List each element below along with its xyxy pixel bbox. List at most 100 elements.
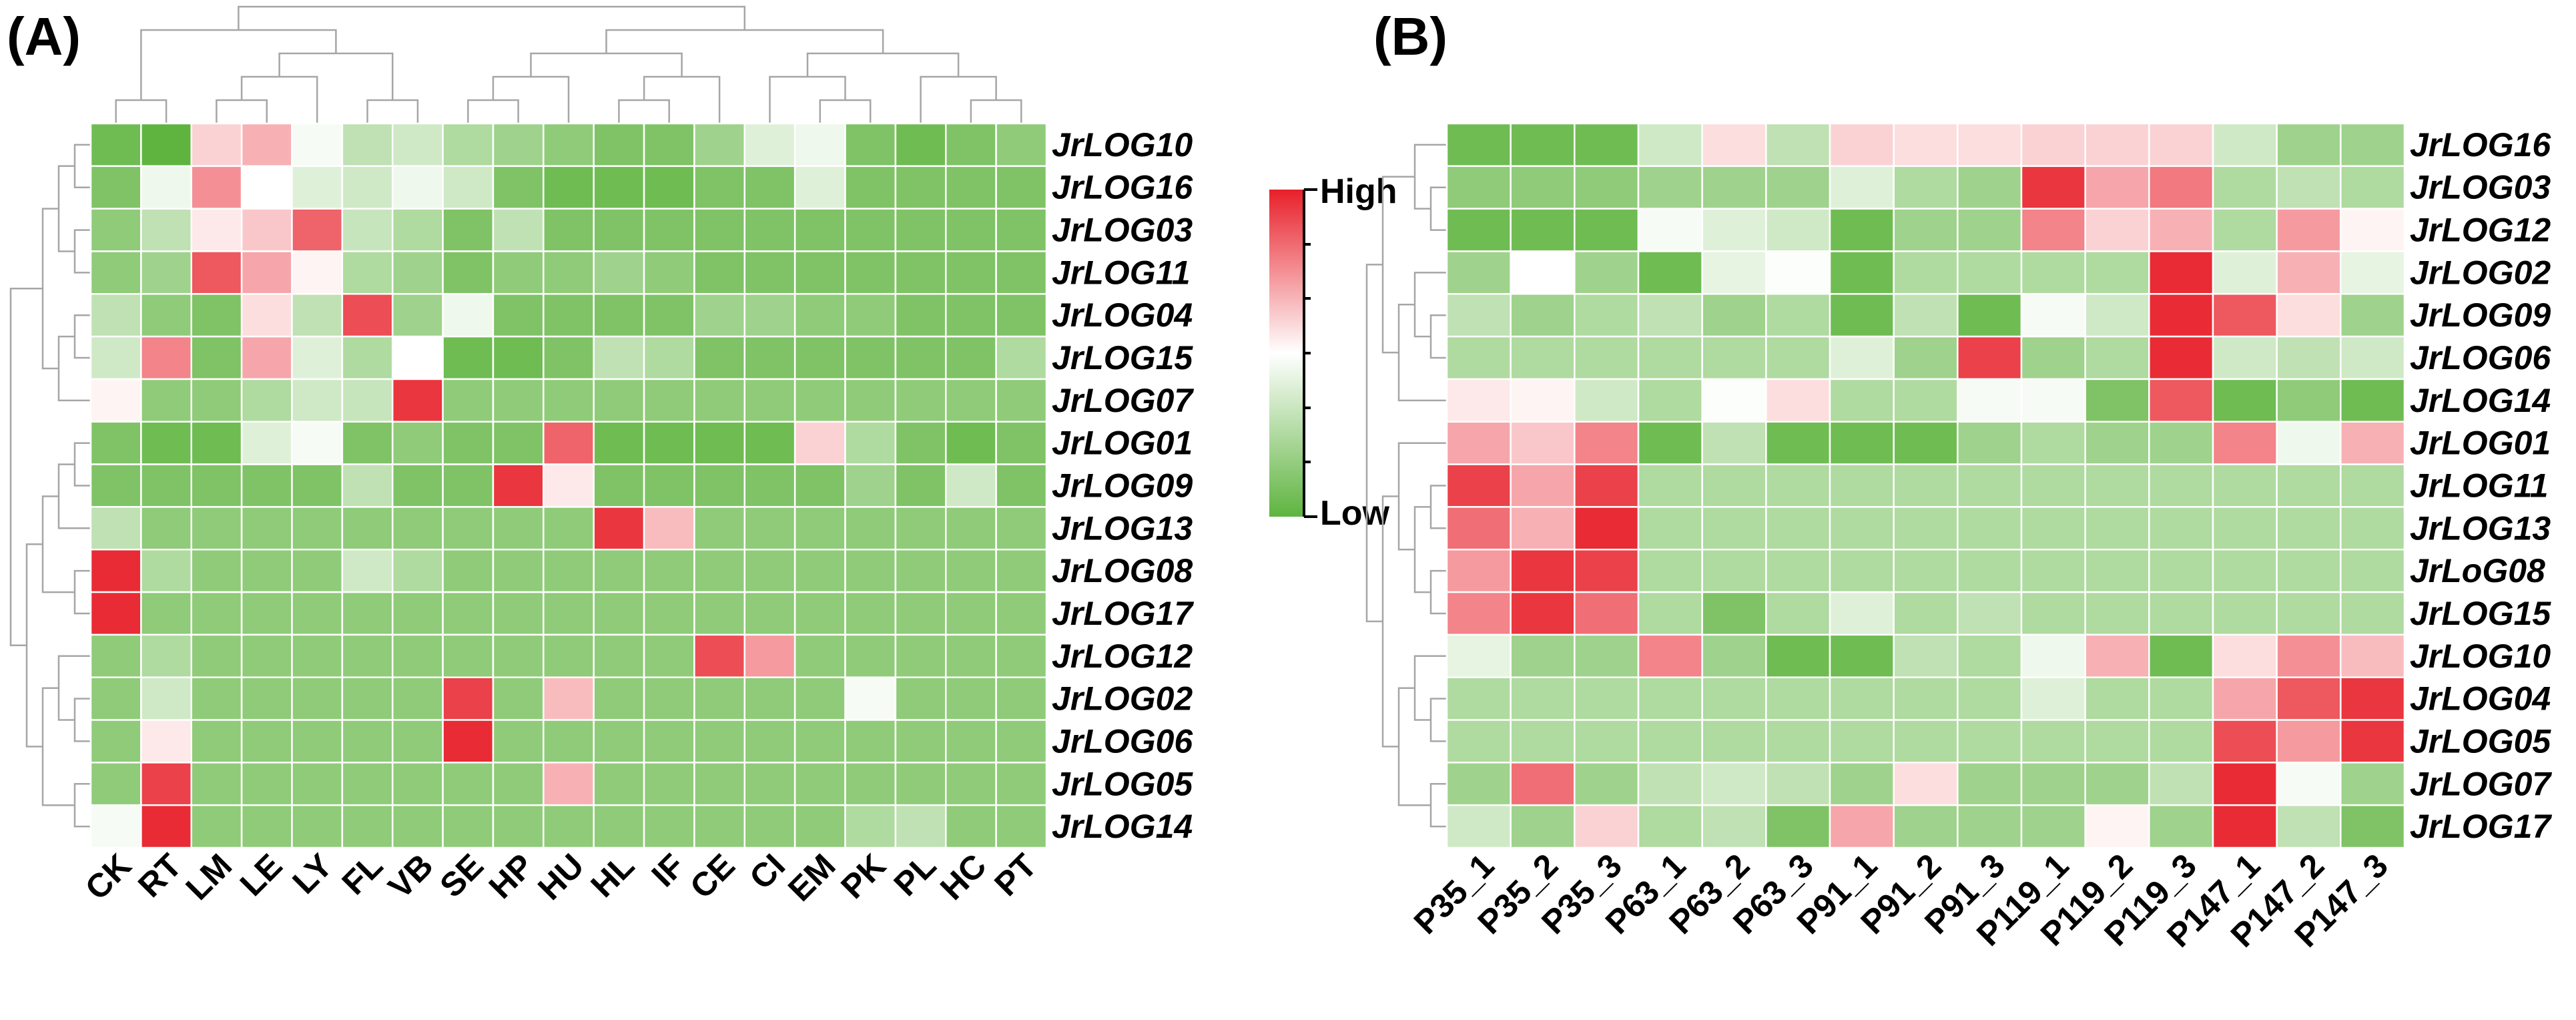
row-label: JrLoG08 (2410, 552, 2545, 589)
heatmap-cell (1765, 208, 1831, 252)
heatmap-cell (543, 463, 595, 508)
heatmap-cell (2212, 378, 2278, 423)
heatmap-cell (693, 335, 746, 380)
heatmap-cell (643, 676, 695, 721)
heatmap-cell (945, 633, 997, 678)
heatmap-cell (2084, 165, 2150, 210)
heatmap-cell (743, 293, 796, 338)
heatmap-cell (1829, 591, 1895, 636)
heatmap-cell (2340, 463, 2406, 508)
heatmap-cell (643, 719, 695, 764)
heatmap-cell (391, 804, 444, 849)
heatmap-cell (2340, 676, 2406, 721)
heatmap-cell (543, 548, 595, 593)
heatmap-cell (894, 762, 947, 806)
dendrogram-branch (530, 52, 683, 77)
heatmap-cell (995, 762, 1048, 806)
heatmap-cell (341, 335, 394, 380)
heatmap-cell (190, 378, 243, 423)
heatmap-cell (945, 122, 997, 168)
column-label: CI (742, 846, 792, 897)
heatmap-cell (1574, 335, 1640, 380)
heatmap-cell (2148, 719, 2214, 764)
heatmap-cell (240, 591, 293, 636)
heatmap-cell (1957, 165, 2023, 210)
dendrogram-branch (819, 99, 872, 123)
heatmap-cell (391, 421, 444, 465)
heatmap-cell (2212, 591, 2278, 636)
heatmap-cell (693, 804, 746, 849)
heatmap-cell (643, 633, 695, 678)
heatmap-cell (793, 804, 846, 849)
dendrogram-branch (366, 99, 419, 123)
heatmap-cell (2276, 378, 2342, 423)
heatmap-cell (693, 591, 746, 636)
heatmap-cell (543, 591, 595, 636)
heatmap-cell (995, 250, 1048, 295)
heatmap-cell (1829, 122, 1895, 168)
heatmap-cell (2020, 719, 2086, 764)
heatmap-cell (442, 633, 495, 678)
heatmap-cell (945, 378, 997, 423)
heatmap-cell (2148, 463, 2214, 508)
column-label: CK (78, 846, 139, 907)
heatmap-cell (240, 676, 293, 721)
heatmap-cell (894, 335, 947, 380)
heatmap-cell (1445, 250, 1512, 295)
heatmap-cell (1701, 633, 1767, 678)
row-label: JrLOG06 (2410, 339, 2551, 376)
heatmap-cell (492, 293, 545, 338)
heatmap-cell (743, 762, 796, 806)
column-label: RT (131, 846, 189, 905)
row-label: JrLOG13 (1052, 509, 1193, 547)
heatmap-cell (1829, 208, 1895, 252)
row-label: JrLOG11 (2410, 467, 2549, 505)
heatmap-cell (1701, 506, 1767, 551)
heatmap-cell (894, 804, 947, 849)
heatmap-cell (2340, 335, 2406, 380)
heatmap-cell (391, 293, 444, 338)
heatmap-cell (2276, 633, 2342, 678)
heatmap-cell (593, 633, 645, 678)
heatmap-cell (1510, 293, 1576, 338)
row-label: JrLOG05 (1052, 765, 1193, 802)
heatmap-cell (1765, 250, 1831, 295)
dendrogram-branch (9, 288, 43, 647)
heatmap-cell (341, 506, 394, 551)
heatmap-cell (492, 378, 545, 423)
heatmap-cell (240, 633, 293, 678)
row-label: JrLOG09 (1052, 467, 1193, 505)
heatmap-cell (2212, 122, 2278, 168)
heatmap-cell (1510, 676, 1576, 721)
heatmap-cell (1445, 463, 1512, 508)
heatmap-cell (1829, 250, 1895, 295)
dendrogram-branch (1429, 698, 1447, 742)
heatmap-cell (1510, 335, 1576, 380)
heatmap-cell (793, 335, 846, 380)
heatmap-cell (1957, 122, 2023, 168)
heatmap-cell (190, 208, 243, 252)
dendrogram-branch (806, 52, 960, 77)
heatmap-cell (89, 548, 142, 593)
dendrogram-branch (467, 99, 519, 123)
heatmap-cell (492, 719, 545, 764)
heatmap-cell (2084, 250, 2150, 295)
heatmap-cell (2276, 548, 2342, 593)
heatmap-cell (442, 378, 495, 423)
heatmap-cell (1510, 633, 1576, 678)
heatmap-cell (2084, 335, 2150, 380)
heatmap-cell (140, 762, 192, 806)
row-label: JrLOG09 (2410, 296, 2551, 334)
heatmap-cell (1765, 122, 1831, 168)
heatmap-cell (2084, 633, 2150, 678)
heatmap-cell (2084, 378, 2150, 423)
heatmap-cell (2084, 463, 2150, 508)
heatmap-cell (240, 122, 293, 168)
heatmap-cell (743, 335, 796, 380)
column-label: CE (683, 846, 742, 906)
heatmap-cell (2212, 165, 2278, 210)
heatmap-cell (391, 250, 444, 295)
heatmap-cell (1765, 335, 1831, 380)
heatmap-cell (492, 335, 545, 380)
heatmap-cell (894, 421, 947, 465)
